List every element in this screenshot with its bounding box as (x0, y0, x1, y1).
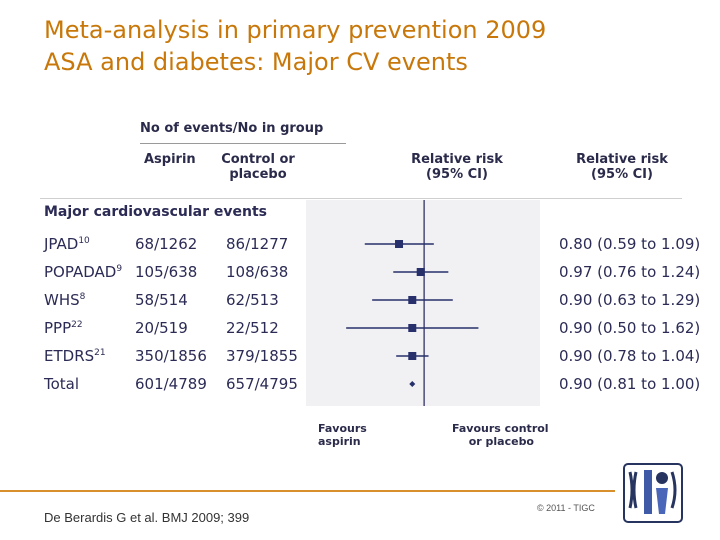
study-reference: 10 (78, 236, 90, 246)
slide-title: Meta-analysis in primary prevention 2009… (44, 14, 546, 78)
relative-risk-value: 0.97 (0.76 to 1.24) (559, 263, 701, 281)
point-estimate (408, 352, 417, 360)
study-name-text: WHS (44, 291, 80, 309)
relative-risk-value: 0.90 (0.63 to 1.29) (559, 291, 701, 309)
point-estimate (395, 240, 404, 248)
society-logo (623, 463, 683, 523)
study-name: POPADAD9 (44, 263, 122, 281)
study-name: WHS8 (44, 291, 85, 309)
footer-rule (0, 490, 615, 492)
study-name-text: ETDRS (44, 347, 95, 365)
study-name: JPAD10 (44, 235, 90, 253)
control-events: 657/4795 (226, 375, 298, 393)
study-name-text: PPP (44, 319, 72, 337)
favours-control-line2: or placebo (468, 435, 534, 448)
copyright: © 2011 - TIGC (537, 503, 595, 513)
header-divider (40, 198, 682, 199)
study-reference: 8 (79, 292, 86, 302)
header-rr-plot-line2: (95% CI) (426, 167, 488, 182)
header-control-line2: placebo (229, 167, 287, 182)
title-line-1: Meta-analysis in primary prevention 2009 (44, 16, 547, 44)
study-reference: 21 (94, 348, 106, 358)
title-line-2: ASA and diabetes: Major CV events (44, 48, 468, 76)
aspirin-events: 350/1856 (135, 347, 207, 365)
study-reference: 22 (71, 320, 83, 330)
favours-control-line1: Favours control (452, 422, 549, 435)
study-name-text: Total (44, 375, 80, 393)
citation: De Berardis G et al. BMJ 2009; 399 (44, 510, 250, 525)
pooled-estimate-diamond (409, 381, 416, 387)
point-estimate (408, 296, 417, 304)
control-events: 86/1277 (226, 235, 289, 253)
control-events: 62/513 (226, 291, 279, 309)
favours-aspirin-line1: Favours (318, 422, 367, 435)
aspirin-events: 58/514 (135, 291, 188, 309)
header-rr-values: Relative risk (95% CI) (567, 152, 677, 182)
header-aspirin: Aspirin (144, 152, 196, 167)
study-name-text: JPAD (44, 235, 79, 253)
section-label: Major cardiovascular events (44, 204, 267, 220)
point-estimate (408, 324, 417, 332)
study-name-text: POPADAD (44, 263, 117, 281)
header-control: Control or placebo (218, 152, 298, 182)
header-rr-plot: Relative risk (95% CI) (402, 152, 512, 182)
control-events: 22/512 (226, 319, 279, 337)
control-events: 379/1855 (226, 347, 298, 365)
study-name: ETDRS21 (44, 347, 106, 365)
aspirin-events: 601/4789 (135, 375, 207, 393)
plot-background (306, 200, 540, 406)
forest-plot-panel: No of events/No in group Aspirin Control… (40, 110, 700, 455)
forest-plot-area (306, 200, 540, 406)
favours-control-label: Favours control or placebo (452, 422, 549, 448)
study-reference: 9 (116, 264, 123, 274)
study-name: Total (44, 375, 79, 393)
header-rr-values-line2: (95% CI) (591, 167, 653, 182)
header-group: No of events/No in group (140, 121, 324, 136)
header-control-line1: Control or (221, 152, 295, 167)
favours-aspirin-label: Favours aspirin (318, 422, 367, 448)
aspirin-events: 105/638 (135, 263, 198, 281)
relative-risk-value: 0.90 (0.78 to 1.04) (559, 347, 701, 365)
aspirin-events: 68/1262 (135, 235, 198, 253)
relative-risk-value: 0.90 (0.50 to 1.62) (559, 319, 701, 337)
study-name: PPP22 (44, 319, 83, 337)
aspirin-events: 20/519 (135, 319, 188, 337)
control-events: 108/638 (226, 263, 289, 281)
relative-risk-value: 0.90 (0.81 to 1.00) (559, 375, 701, 393)
header-underline (140, 143, 346, 144)
point-estimate (416, 268, 425, 276)
favours-aspirin-line2: aspirin (318, 435, 361, 448)
header-rr-values-line1: Relative risk (576, 152, 668, 167)
header-rr-plot-line1: Relative risk (411, 152, 503, 167)
relative-risk-value: 0.80 (0.59 to 1.09) (559, 235, 701, 253)
